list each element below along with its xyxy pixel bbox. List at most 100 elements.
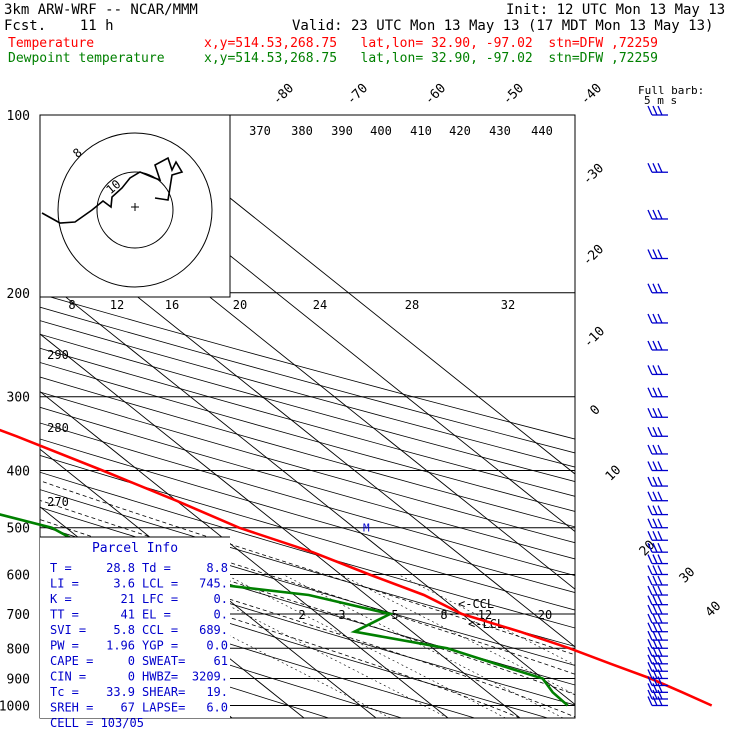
parcel-key: CIN = [50,670,86,684]
wind-barb-flag [652,622,658,632]
wind-barb-flag [652,613,658,624]
wind-barb-flag [647,554,653,564]
ccl-marker: <-CCL [458,597,494,611]
wind-barb-flag [647,365,653,375]
pressure-label: 400 [7,465,30,480]
dry-adiabat [40,306,575,454]
parcel-key: Td = [142,561,171,575]
wind-barb-flag [652,444,658,455]
dry-adiabat [40,347,575,497]
temperature-axis-label: -30 [580,161,607,188]
parcel-value: 0 [128,670,135,684]
wind-barb-flag [647,638,653,649]
temperature-axis-label: -10 [581,324,608,351]
temperature-axis-label: 10 [603,463,625,485]
wind-barb-flag [652,476,658,487]
dewpoint-legend: Dewpoint temperature [8,51,165,66]
wind-barb-flag [652,530,658,541]
wind-barb-flag [652,365,658,375]
wind-barb-flag [657,461,663,471]
wind-barb-flag [657,491,663,501]
wind-barb-flag [657,387,663,397]
init-time: Init: 12 UTC Mon 13 May 13 [506,2,726,18]
wind-barb-flag [657,689,663,700]
parcel-key: CAPE = [50,654,93,668]
parcel-value: 61 [214,654,228,668]
theta-label: 410 [410,124,432,138]
parcel-key: SHEAR= [142,685,185,699]
temperature-axis-label: -70 [344,81,371,108]
wind-barb-flag [647,585,653,596]
parcel-key: SWEAT= [142,654,185,668]
wind-barb-flag [647,518,653,528]
pressure-label: 200 [7,287,30,302]
theta-label: 390 [331,124,353,138]
wind-barb-flag [652,491,658,501]
temperature-location: x,y=514.53,268.75 lat,lon= 32.90, -97.02… [204,36,658,51]
wind-barb-flag [647,613,653,624]
theta-label: 280 [47,421,69,435]
temperature-axis-label: -50 [500,81,527,108]
theta-label: 270 [47,495,69,509]
parcel-key: K = [50,592,72,606]
wind-barb-flag [647,313,653,324]
theta-label: 380 [291,124,313,138]
parcel-value: 6.0 [206,701,228,715]
wind-barb-flag [652,427,658,437]
wind-barb-flag [657,604,663,615]
temperature-legend: Temperature [8,36,95,51]
temperature-axis-label: 0 [587,402,603,418]
hodograph-ring-inner [96,171,174,249]
wind-barb-flag [652,105,658,116]
wind-barb-flag [657,283,663,294]
dry-adiabat [40,333,575,482]
parcel-value: 8.8 [206,561,228,575]
hodograph: 810 [39,114,231,298]
model-title: 3km ARW-WRF -- NCAR/MMM [4,2,198,18]
parcel-box-bg [40,537,230,718]
forecast-hour: Fcst. 11 h [4,18,114,34]
parcel-value: 0.0 [206,639,228,653]
wind-barb-flag [657,696,663,706]
wind-barb-flag [657,249,663,259]
pressure-label: 800 [7,642,30,657]
wind-barb-flag [647,689,653,700]
isotherm [40,275,575,705]
wind-barb-flag [652,630,658,641]
pressure-label: 1000 [0,699,30,714]
wind-barb-flag [647,530,653,541]
parcel-key: LCL = [142,577,178,591]
wind-barb-flag [657,407,663,418]
theta-label: 440 [531,124,553,138]
wind-barb-flag [657,661,663,672]
hodograph-trace [41,156,184,224]
dry-adiabat [40,293,575,440]
parcel-key: SREH = [50,701,93,715]
wind-barb-flag [652,661,658,672]
wind-barb-flag [652,565,658,575]
dewpoint-location: x,y=514.53,268.75 lat,lon= 32.90, -97.02… [204,51,658,66]
wind-barb-flag [647,387,653,397]
dry-adiabat [40,455,575,611]
wind-barb-flag [647,595,653,605]
parcel-value: 5.8 [113,623,135,637]
hodograph-speed-label: 28 [405,298,419,312]
moist-adiabat [40,519,575,696]
hodograph-speed-label: 12 [110,298,124,312]
wind-barb-flag [652,595,658,605]
hodograph-speed-label: 24 [313,298,327,312]
wind-barb-flag [657,365,663,375]
wind-barb-flag [657,427,663,437]
mixing-ratio-label: 20 [538,608,552,622]
wind-barb-flag [647,676,653,686]
wind-barb-flag [652,283,658,294]
hodograph-speed-label: 8 [68,298,75,312]
wind-barb-flag [647,476,653,487]
parcel-value: 0. [214,592,228,606]
hodograph-ring-outer [57,132,213,288]
theta-label: 370 [249,124,271,138]
wind-barb-flag [652,604,658,615]
parcel-key: T = [50,561,72,575]
wind-barb-flag [647,661,653,672]
wind-barb-flag [652,518,658,528]
